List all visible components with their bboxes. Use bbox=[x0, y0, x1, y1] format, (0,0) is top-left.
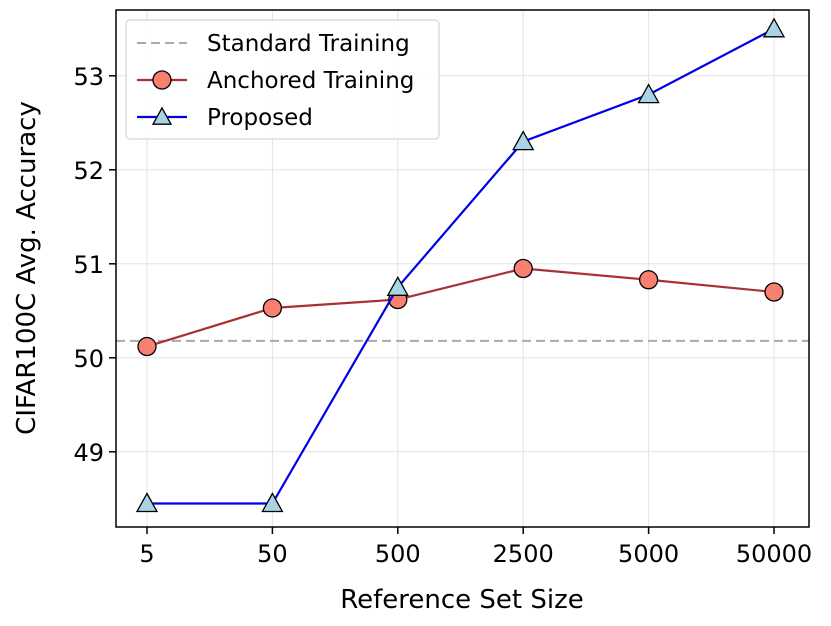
x-tick-label: 50 bbox=[257, 540, 288, 568]
x-tick-label: 5 bbox=[139, 540, 154, 568]
y-axis-label: CIFAR100C Avg. Accuracy bbox=[12, 101, 42, 435]
data-point-proposed bbox=[637, 83, 660, 104]
x-tick-label: 2500 bbox=[493, 540, 554, 568]
data-point-anchored-training bbox=[137, 336, 157, 357]
legend-label-standard-training: Standard Training bbox=[207, 31, 410, 57]
data-point-anchored-training bbox=[764, 282, 784, 302]
data-point-proposed bbox=[261, 492, 284, 513]
x-tick-label: 500 bbox=[375, 540, 421, 568]
data-point-proposed bbox=[135, 492, 159, 513]
legend: Standard Training Anchored Training Propos… bbox=[125, 19, 440, 140]
y-tick-label: 51 bbox=[73, 251, 104, 279]
x-tick-label: 5000 bbox=[618, 540, 679, 568]
legend-label-proposed: Proposed bbox=[207, 105, 313, 131]
y-tick-label: 52 bbox=[73, 157, 104, 185]
legend-label-anchored-training: Anchored Training bbox=[207, 68, 414, 94]
x-axis-label: Reference Set Size bbox=[340, 585, 584, 615]
data-point-anchored-training bbox=[513, 258, 533, 279]
plot-frame bbox=[115, 9, 810, 528]
legend-marker-anchored-training bbox=[152, 70, 172, 90]
data-point-anchored-training bbox=[262, 298, 283, 318]
data-point-proposed bbox=[762, 17, 786, 38]
series-line-anchored-training bbox=[146, 267, 775, 348]
data-point-proposed bbox=[386, 275, 409, 296]
x-tick-label: 50000 bbox=[736, 540, 812, 568]
data-point-anchored-training bbox=[638, 270, 659, 290]
series-line-proposed bbox=[147, 27, 775, 505]
y-tick-label: 53 bbox=[73, 63, 104, 91]
series-layer bbox=[135, 17, 786, 513]
ticks: 5 50 500 2500 5000 50000 49 50 51 52 53 bbox=[73, 63, 812, 568]
data-point-proposed bbox=[512, 130, 535, 151]
legend-marker-proposed bbox=[151, 106, 173, 125]
y-tick-label: 49 bbox=[73, 439, 104, 467]
legend-box bbox=[125, 19, 440, 140]
y-tick-label: 50 bbox=[73, 345, 104, 373]
